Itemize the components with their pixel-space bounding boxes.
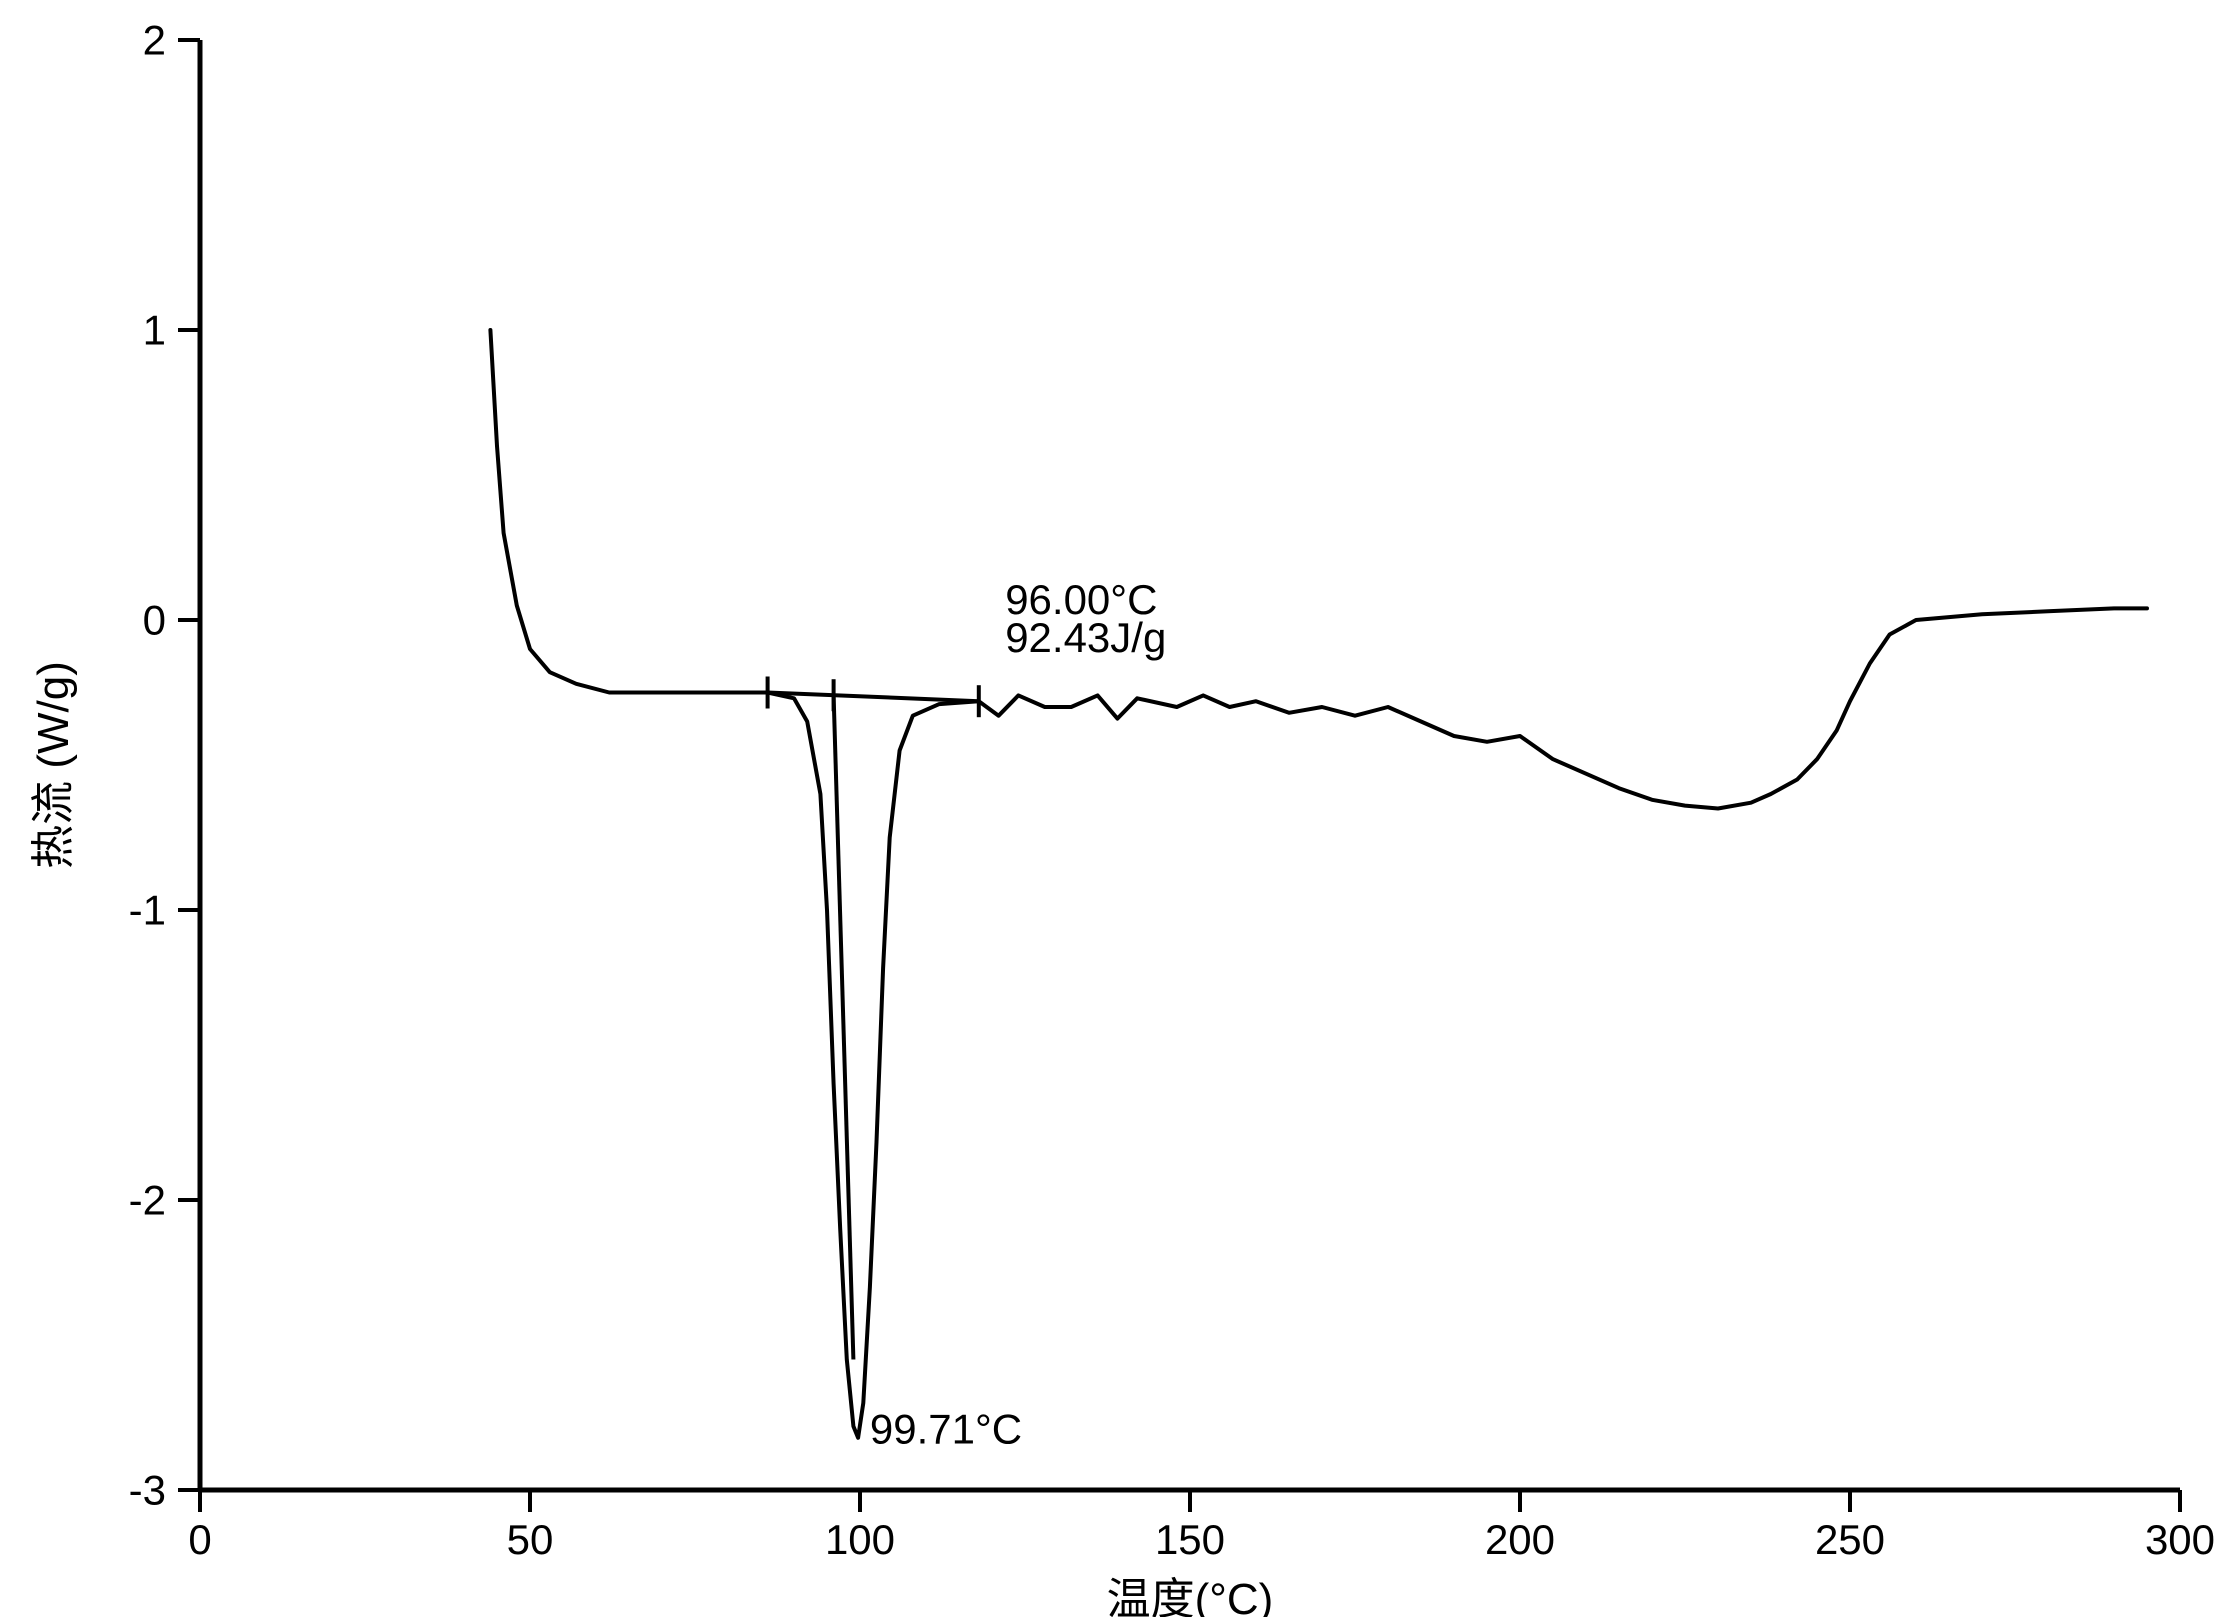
x-tick-label: 0 [188, 1516, 211, 1563]
y-tick-label: 0 [143, 597, 166, 644]
x-tick-label: 200 [1485, 1516, 1555, 1563]
chart-annotation: 92.43J/g [1005, 614, 1166, 661]
x-tick-label: 300 [2145, 1516, 2215, 1563]
y-tick-label: 2 [143, 17, 166, 64]
y-tick-label: -2 [129, 1177, 166, 1224]
dsc-curve [490, 330, 2147, 1438]
x-tick-label: 100 [825, 1516, 895, 1563]
y-tick-label: 1 [143, 307, 166, 354]
y-tick-label: -1 [129, 887, 166, 934]
y-tick-label: -3 [129, 1467, 166, 1514]
x-tick-label: 50 [507, 1516, 554, 1563]
x-tick-label: 250 [1815, 1516, 1885, 1563]
x-axis-label: 温度(°C) [1107, 1575, 1274, 1617]
integration-baseline [768, 693, 979, 702]
y-axis-label: 热流 (W/g) [29, 661, 78, 869]
x-tick-label: 150 [1155, 1516, 1225, 1563]
dsc-thermogram: 0 50 100 150 200 250 300 -3 -2 -1 0 1 2 温度(°C) 热流 (W/g… [0, 0, 2230, 1617]
chart-annotation: 99.71°C [870, 1406, 1022, 1453]
